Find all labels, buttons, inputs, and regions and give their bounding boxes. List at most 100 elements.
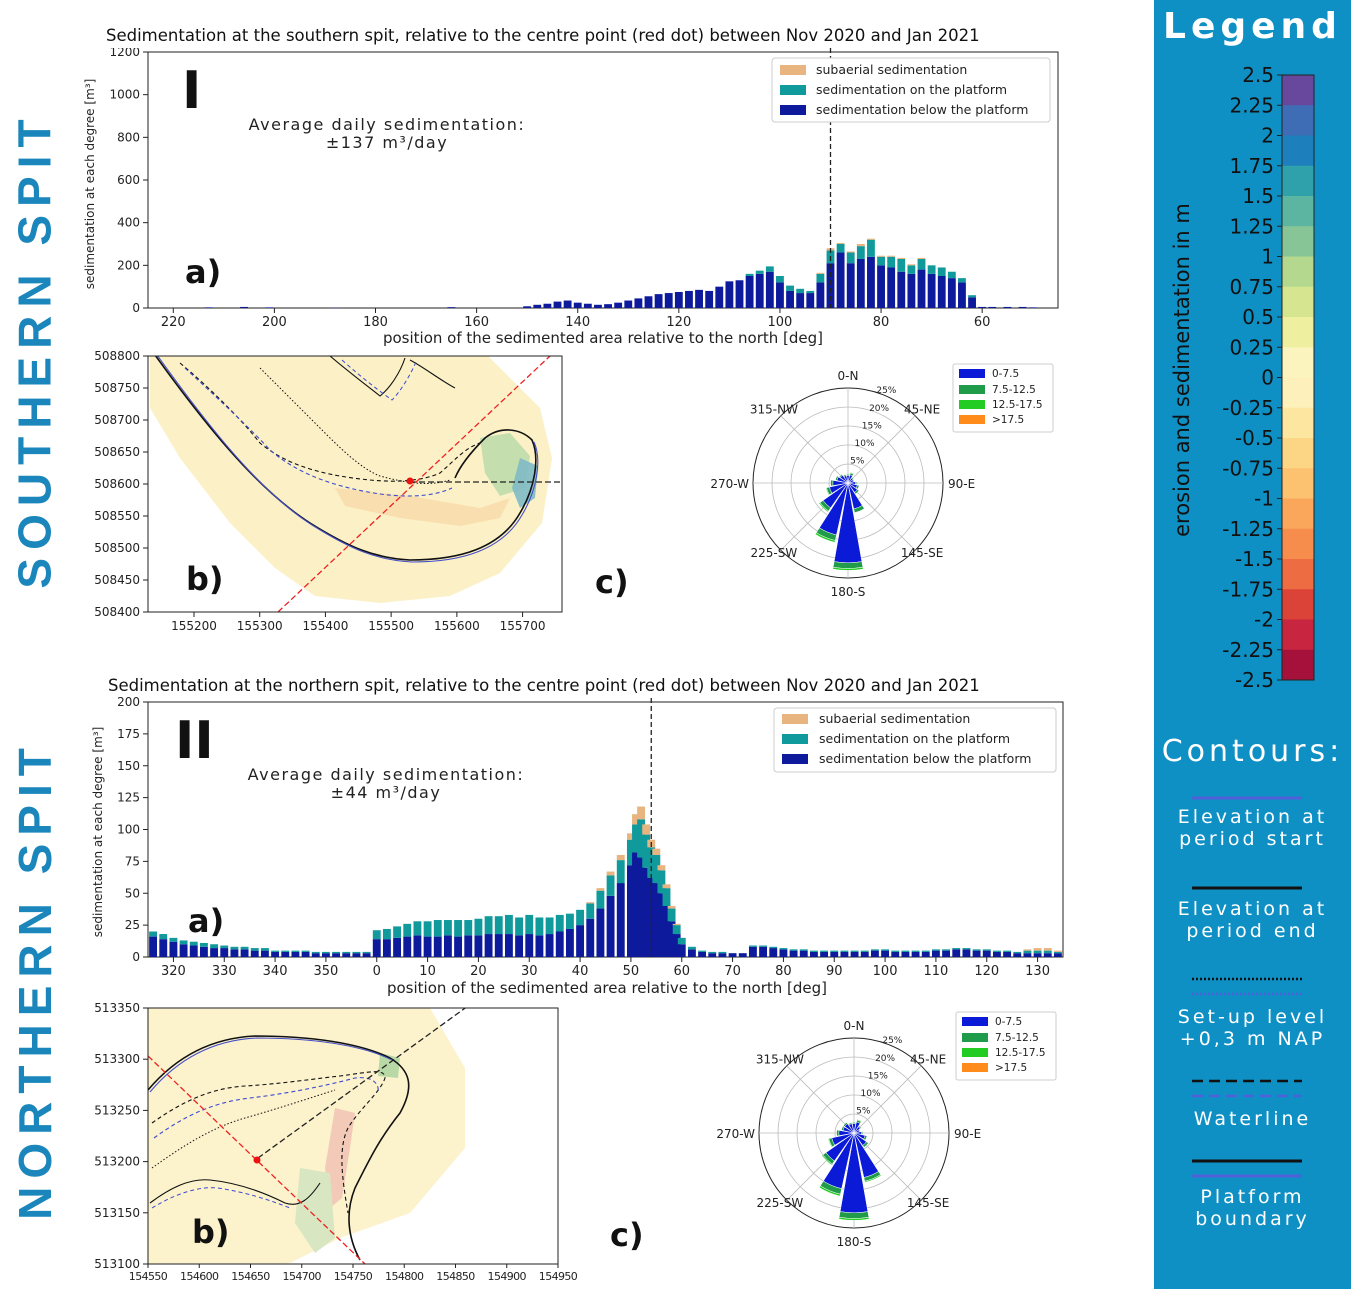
- bar-segment: [667, 906, 676, 909]
- rose-sector: [832, 561, 864, 569]
- colorbar-segment: [1282, 498, 1314, 530]
- rose-sector: [838, 1211, 870, 1219]
- contour-platform: [329, 356, 456, 397]
- rose-sector: [825, 487, 830, 496]
- bar-segment: [870, 950, 879, 957]
- y-tick-label: 508600: [94, 477, 140, 491]
- rose-direction-label: 45-NE: [904, 403, 940, 417]
- rose-sector: [854, 489, 860, 495]
- bar-segment: [624, 300, 633, 308]
- x-tick-label: 155200: [171, 619, 217, 633]
- colorbar-segment: [1282, 468, 1314, 499]
- bar-segment: [901, 951, 910, 957]
- bar-segment: [189, 941, 198, 946]
- y-tick-label: 508450: [94, 573, 140, 587]
- colorbar-segment: [1282, 649, 1314, 681]
- axis-ticks: 508400 508450 508500 508550 508600 508650 5087…: [94, 349, 545, 633]
- bar-segment: [352, 951, 361, 954]
- bar-segment: [301, 950, 310, 952]
- bar-segment: [755, 273, 764, 308]
- bar-segment: [759, 945, 768, 947]
- x-tick-label: 60: [673, 964, 690, 979]
- bar-segment: [1023, 949, 1032, 951]
- bar-segment: [816, 273, 825, 283]
- bar-segment: [779, 949, 788, 957]
- rose-direction-label: 90-E: [948, 477, 975, 491]
- y-tick-label: 75: [125, 854, 140, 868]
- bar-segment: [901, 950, 910, 952]
- rose-sector: [862, 1141, 869, 1148]
- bar-segment: [677, 937, 686, 945]
- rose-radial-label: 20%: [875, 1054, 895, 1064]
- sub-label: b): [192, 1213, 230, 1251]
- bar-segment: [662, 884, 671, 889]
- sediment-accretion-green2: [378, 1053, 400, 1078]
- bar-segment: [189, 945, 198, 957]
- centre-line-diagonal: [277, 356, 551, 612]
- legend-title: Legend: [1163, 6, 1342, 47]
- bar-segment: [565, 928, 574, 957]
- x-tick-label: 154600: [180, 1270, 219, 1283]
- bar-segment: [952, 949, 961, 957]
- colorbar-segment: [1282, 165, 1314, 197]
- y-tick-label: 400: [117, 216, 140, 230]
- bar-segment: [576, 909, 585, 926]
- x-tick-label: 154750: [334, 1270, 373, 1283]
- bar-segment: [464, 920, 473, 936]
- bar-segment: [230, 946, 239, 950]
- wind-rose-south: c) 5% 10% 15% 20% 25% 0-N 45-NE 90-E 145-SE 180-S…: [595, 363, 1054, 601]
- rose-radial-label: 20%: [869, 404, 889, 414]
- bar-segment: [799, 950, 808, 957]
- rose-sector: [827, 1138, 833, 1148]
- legend-entry: subaerial sedimentation: [816, 62, 967, 77]
- y-tick-label: 508400: [94, 605, 140, 619]
- bar-segment: [921, 951, 930, 957]
- colorbar-tick-label: -0.75: [1222, 456, 1274, 480]
- colorbar-segment: [1282, 135, 1314, 167]
- centre-point: [253, 1156, 261, 1164]
- bar-segment: [545, 917, 554, 935]
- bar-segment: [657, 865, 666, 871]
- contour-setup: [259, 367, 451, 484]
- bar-segment: [877, 256, 885, 266]
- bar-segment: [1023, 953, 1032, 957]
- rose-direction-label: 0-N: [838, 369, 859, 383]
- bar-segment: [958, 282, 966, 308]
- bar-segment: [240, 306, 248, 308]
- x-tick-label: 110: [924, 964, 949, 979]
- colorbar-tick-label: -2.5: [1235, 668, 1274, 692]
- colorbar-tick-label: -1.25: [1222, 517, 1274, 541]
- centre-point: [406, 477, 414, 485]
- bar-segment: [413, 921, 422, 936]
- bar-segment: [765, 266, 774, 272]
- bar-segment: [982, 950, 991, 957]
- rose-sector: [818, 502, 829, 513]
- sub-label: a): [185, 253, 221, 291]
- x-tick-label: 140: [565, 315, 590, 330]
- bar-segment: [776, 276, 784, 283]
- bar-segment: [662, 906, 671, 957]
- colorbar-tick-label: 1: [1261, 245, 1274, 269]
- bar-segment: [321, 953, 330, 957]
- colorbar-tick-label: -0.25: [1222, 396, 1274, 420]
- y-tick-label: 50: [125, 886, 140, 900]
- bar-segment: [260, 950, 269, 957]
- bar-segment: [504, 914, 513, 935]
- bar-segment: [616, 883, 625, 957]
- bar-segment: [614, 302, 623, 308]
- bar-segment: [725, 281, 734, 308]
- rose-sector: [856, 1118, 862, 1123]
- northern-spit-label: NORTHERN SPIT: [9, 740, 61, 1220]
- bar-segment: [586, 918, 595, 957]
- bar-segment: [891, 950, 900, 952]
- bar-segment: [715, 286, 724, 308]
- contour-start: [149, 1037, 393, 1093]
- bar-segment: [850, 951, 859, 957]
- bar-segment: [856, 246, 865, 259]
- bar-segment: [342, 951, 351, 954]
- bar-segment: [685, 290, 693, 308]
- bar-segment: [769, 948, 778, 957]
- bar-segment: [972, 950, 981, 957]
- bar-segment: [596, 888, 605, 891]
- bar-segment: [654, 294, 663, 308]
